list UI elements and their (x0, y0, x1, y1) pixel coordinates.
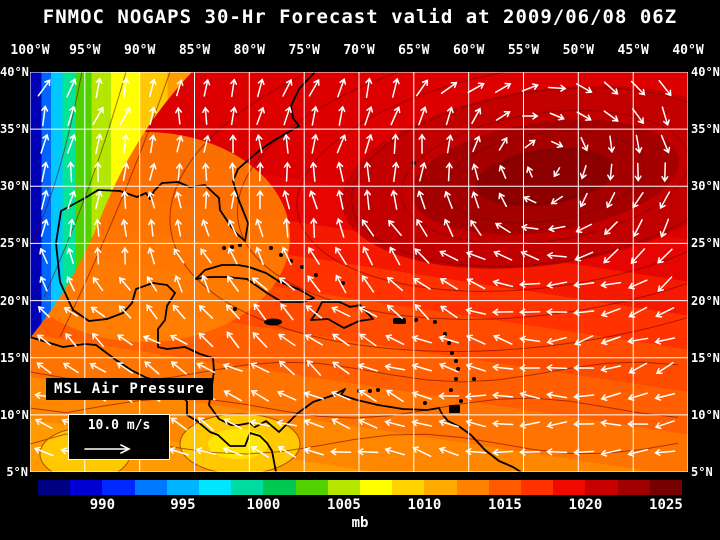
lat-tick-label-right: 15°N (691, 350, 720, 365)
lon-tick-label: 40°W (672, 43, 704, 58)
longitude-axis: 100°W 95°W 90°W 85°W 80°W 75°W 70°W 65°W 60°W 55°… (0, 43, 720, 59)
colorbar-tick-label: 990 (89, 497, 116, 513)
colorbar-segment (102, 480, 135, 495)
colorbar-segment (38, 480, 71, 495)
colorbar-segment (199, 480, 232, 495)
colorbar-segment (134, 480, 167, 495)
lat-tick-label-left: 20°N (0, 293, 29, 308)
colorbar-tick-labels: 990 995 1000 1005 1010 1015 1020 1025 (0, 497, 720, 513)
colorbar-segment (166, 480, 200, 495)
lat-tick-label-left: 5°N (6, 465, 28, 479)
wind-reference-label: 10.0 m/s (87, 418, 151, 433)
lat-tick-label-left: 10°N (0, 407, 29, 422)
colorbar-tick-label: 1020 (568, 497, 603, 513)
colorbar-segment (553, 480, 586, 495)
pressure-colorbar (38, 480, 683, 495)
lat-tick-label-left: 15°N (0, 350, 29, 365)
lat-tick-label-right: 10°N (691, 407, 720, 422)
lon-tick-label: 55°W (507, 43, 540, 58)
lat-tick-label-left: 25°N (0, 236, 29, 251)
lat-tick-label-left: 40°N (0, 65, 29, 79)
colorbar-tick-label: 995 (170, 497, 196, 513)
colorbar-unit-label: mb (351, 515, 369, 531)
wind-reference-legend: 10.0 m/s (68, 414, 170, 460)
lat-tick-label-left: 35°N (0, 122, 29, 137)
lon-tick-label: 90°W (124, 43, 156, 58)
colorbar-tick-label: 1000 (246, 497, 281, 513)
lon-tick-label: 85°W (178, 43, 211, 58)
lon-tick-label: 60°W (453, 43, 485, 58)
colorbar-segment (263, 480, 296, 495)
chart-title: FNMOC NOGAPS 30-Hr Forecast valid at 200… (42, 6, 678, 28)
lat-lon-gridlines (30, 72, 688, 472)
lon-tick-label: 100°W (10, 43, 50, 58)
pressure-map (30, 72, 688, 472)
lat-tick-label-right: 35°N (691, 122, 720, 137)
lon-tick-label: 45°W (617, 43, 649, 58)
colorbar-segment (617, 480, 650, 495)
lat-tick-label-right: 5°N (691, 465, 713, 479)
lon-tick-label: 50°W (562, 43, 594, 58)
lon-tick-label: 70°W (343, 43, 375, 58)
map-area: MSL Air Pressure 10.0 m/s (30, 72, 688, 472)
colorbar-segment (70, 480, 103, 495)
colorbar-segment (424, 480, 457, 495)
lat-tick-label-right: 25°N (691, 236, 720, 251)
colorbar-segment (392, 480, 425, 495)
colorbar-segment (585, 480, 618, 495)
lon-tick-label: 80°W (233, 43, 265, 58)
lat-tick-label-right: 30°N (691, 179, 720, 194)
lat-tick-label-right: 20°N (691, 293, 720, 308)
lon-tick-label: 65°W (398, 43, 430, 58)
lon-tick-label: 95°W (69, 43, 101, 58)
field-label: MSL Air Pressure (46, 378, 213, 400)
colorbar-segment (521, 480, 554, 495)
colorbar-tick-label: 1005 (327, 497, 361, 513)
colorbar-segment (360, 480, 393, 495)
lat-tick-label-right: 40°N (691, 65, 720, 79)
colorbar-segment (488, 480, 522, 495)
colorbar-tick-label: 1025 (649, 497, 683, 513)
lat-tick-label-left: 30°N (0, 179, 29, 194)
wind-arrows (33, 77, 676, 458)
colorbar-segment (649, 480, 683, 495)
wind-reference-arrow-icon (84, 444, 131, 454)
coastline-cuba (195, 264, 315, 303)
colorbar-tick-label: 1010 (407, 497, 442, 513)
colorbar-segment (456, 480, 489, 495)
colorbar-segment (295, 480, 328, 495)
colorbar-tick-label: 1015 (488, 497, 522, 513)
lon-tick-label: 75°W (288, 43, 320, 58)
colorbar-segment (327, 480, 361, 495)
colorbar-segment (231, 480, 264, 495)
